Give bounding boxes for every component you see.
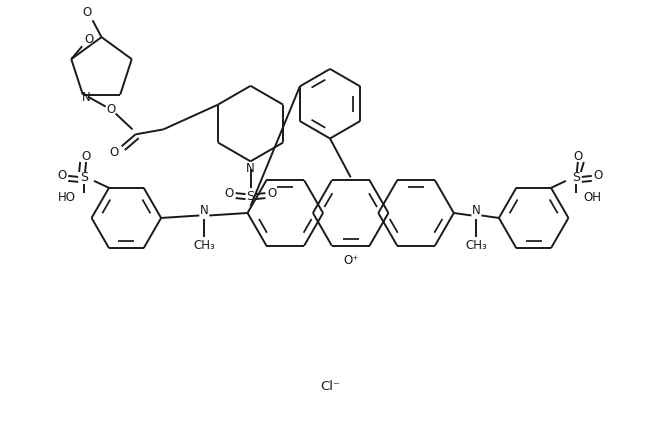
Text: O⁺: O⁺: [343, 254, 358, 267]
Text: O: O: [82, 6, 91, 19]
Text: CH₃: CH₃: [193, 239, 215, 252]
Text: OH: OH: [584, 191, 602, 204]
Text: HO: HO: [58, 191, 76, 204]
Text: N: N: [246, 162, 255, 175]
Text: O: O: [224, 187, 233, 200]
Text: S: S: [247, 190, 255, 203]
Text: N: N: [472, 204, 480, 217]
Text: O: O: [84, 33, 94, 46]
Text: N: N: [81, 91, 90, 104]
Text: S: S: [80, 171, 88, 184]
Text: O: O: [593, 170, 603, 182]
Text: O: O: [57, 170, 67, 182]
Text: S: S: [572, 171, 580, 184]
Text: O: O: [106, 103, 116, 116]
Text: O: O: [81, 150, 90, 162]
Text: Cl⁻: Cl⁻: [320, 380, 340, 393]
Text: O: O: [109, 146, 118, 159]
Text: O: O: [268, 187, 277, 200]
Text: O: O: [574, 150, 583, 162]
Text: N: N: [200, 204, 209, 217]
Text: CH₃: CH₃: [465, 239, 487, 252]
